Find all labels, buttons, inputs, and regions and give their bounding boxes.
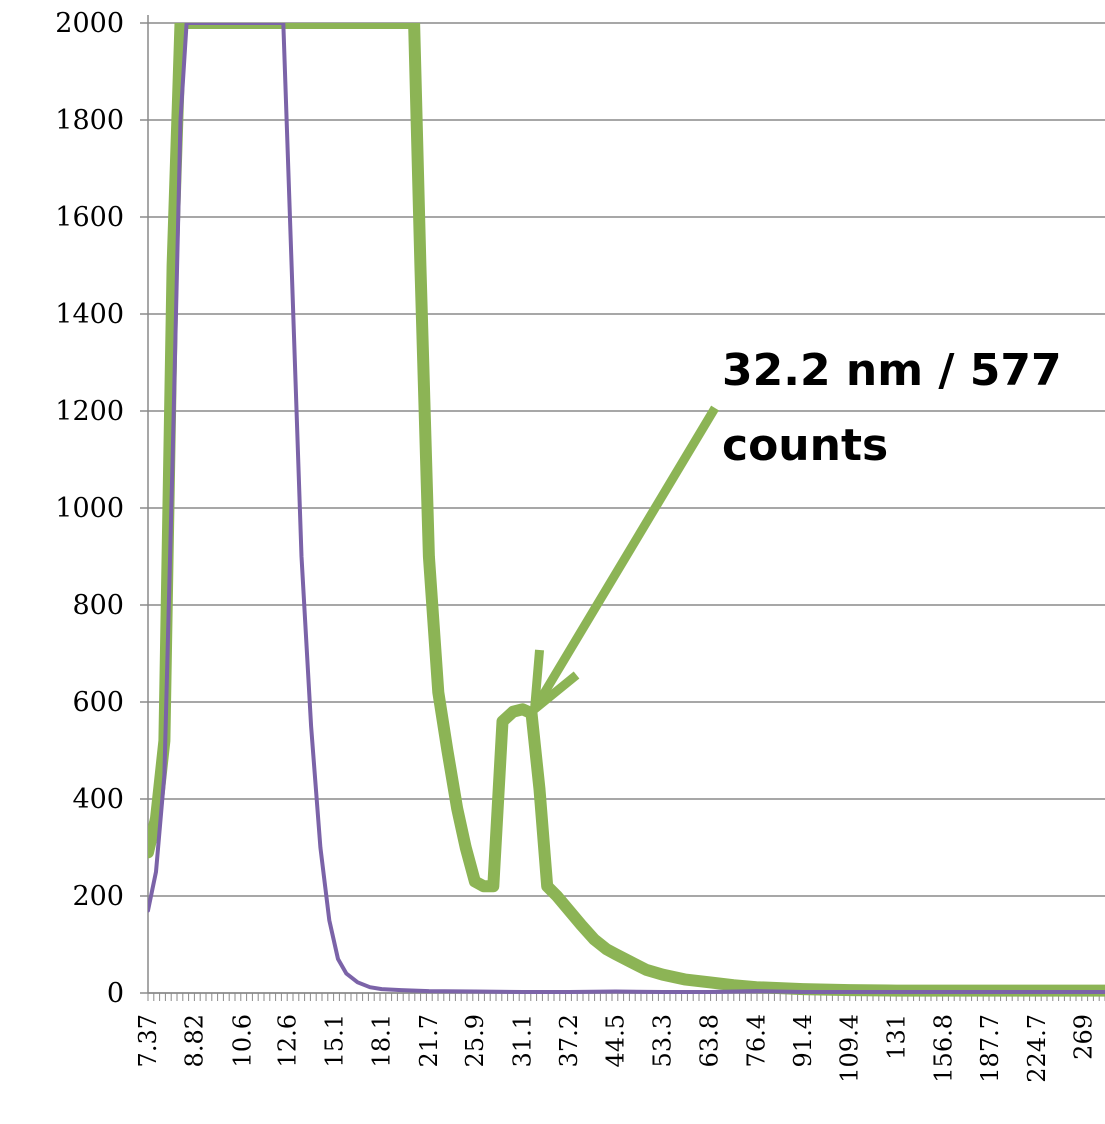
annotation: 32.2 nm / 577 counts xyxy=(529,345,1062,720)
x-tick-label: 91.4 xyxy=(789,1014,817,1067)
y-tick-label: 200 xyxy=(72,881,124,912)
x-tick-label: 131 xyxy=(883,1014,911,1060)
x-tick-label: 18.1 xyxy=(368,1014,396,1067)
x-tick-label: 7.37 xyxy=(134,1014,162,1067)
x-tick-label: 63.8 xyxy=(695,1014,723,1067)
x-tick-label: 8.82 xyxy=(181,1014,209,1067)
y-tick-label: 0 xyxy=(107,978,124,1009)
x-tick-label: 156.8 xyxy=(929,1014,957,1083)
y-tick-label: 1200 xyxy=(55,396,124,427)
x-tick-label: 25.9 xyxy=(461,1014,489,1067)
x-tick-label: 31.1 xyxy=(508,1014,536,1067)
x-tick-label: 15.1 xyxy=(321,1014,349,1067)
x-tick-label: 53.3 xyxy=(649,1014,677,1067)
y-tick-label: 400 xyxy=(72,784,124,815)
y-tick-label: 1400 xyxy=(55,299,124,330)
x-tick-label: 109.4 xyxy=(836,1014,864,1083)
y-tick-label: 2000 xyxy=(55,8,124,39)
y-tick-label: 1600 xyxy=(55,202,124,233)
x-tick-label: 187.7 xyxy=(976,1014,1004,1083)
annotation-arrow xyxy=(530,405,719,712)
series-line-1 xyxy=(148,23,1105,997)
x-tick-label: 12.6 xyxy=(273,1014,301,1067)
series-lines xyxy=(148,23,1105,997)
x-tick-label: 44.5 xyxy=(602,1014,630,1067)
annotation-text-line1: 32.2 nm / 577 xyxy=(722,345,1062,396)
x-tick-label: 10.6 xyxy=(229,1014,257,1067)
y-tick-label: 1000 xyxy=(55,493,124,524)
x-axis: 7.37 8.82 10.6 12.6 15.1 18.1 21.7 25.9 31.1 37.2… xyxy=(134,992,1105,1083)
x-tick-label: 76.4 xyxy=(742,1014,770,1067)
annotation-text-line2: counts xyxy=(722,420,888,471)
y-tick-label: 800 xyxy=(72,590,124,621)
x-tick-label: 224.7 xyxy=(1023,1014,1051,1083)
x-tick-label: 37.2 xyxy=(555,1014,583,1067)
series-line-2 xyxy=(148,23,1105,994)
x-tick-label: 21.7 xyxy=(415,1014,443,1067)
x-tick-label: 269 xyxy=(1070,1014,1098,1060)
y-tick-label: 600 xyxy=(72,687,124,718)
grid-lines xyxy=(148,22,1105,994)
y-tick-label: 1800 xyxy=(55,105,124,136)
